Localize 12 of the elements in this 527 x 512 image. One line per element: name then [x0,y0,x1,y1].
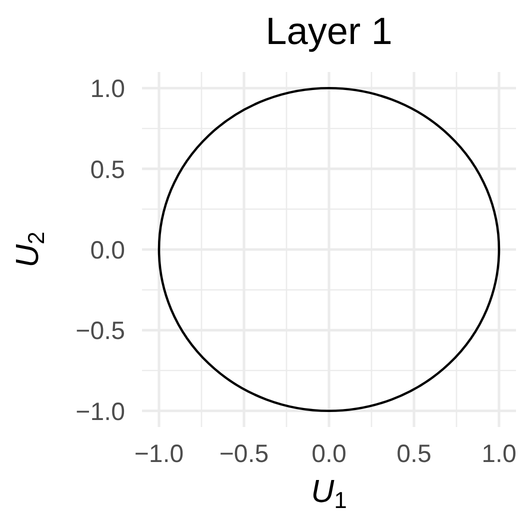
x-tick-label: 1.0 [482,440,516,468]
x-tick-label: 0.0 [312,440,346,468]
y-tick-label: −0.5 [76,317,125,346]
x-tick-label: −1.0 [134,440,184,468]
x-tick-label: 0.5 [396,440,432,468]
y-tick-label: 1.0 [90,75,125,104]
y-tick-label: 0.0 [90,236,125,264]
y-tick-label: 0.5 [90,156,125,184]
y-tick-label: −1.0 [76,398,125,426]
chart-title: Layer 1 [266,11,392,53]
x-tick-label: −0.5 [219,440,269,468]
x-axis-title: U$_{1}$ [311,473,347,512]
